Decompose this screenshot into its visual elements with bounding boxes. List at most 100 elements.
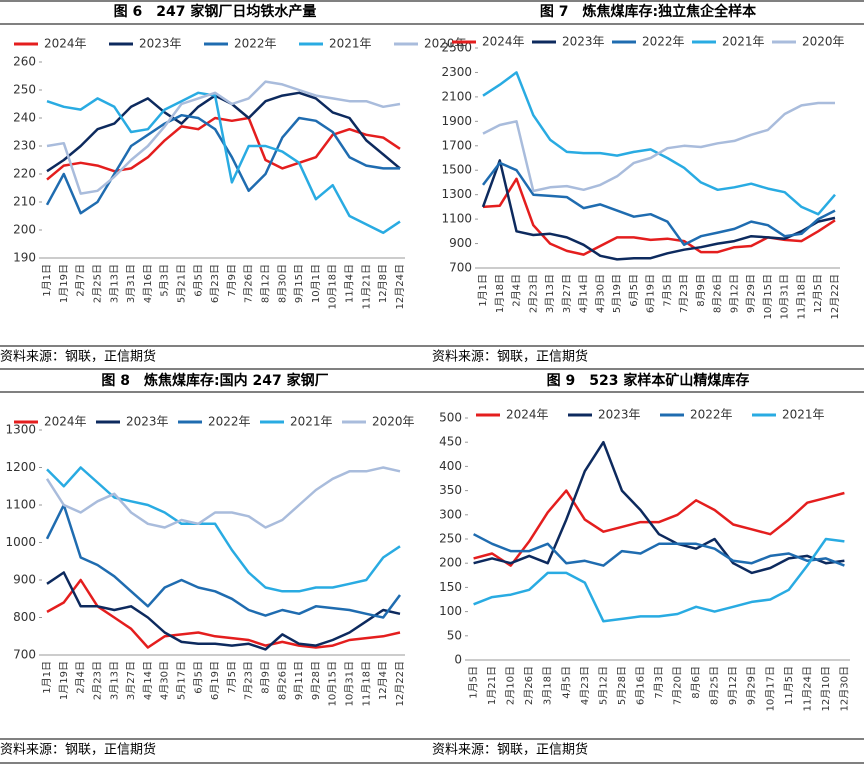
- x-tick-label: 1月1日: [477, 274, 489, 307]
- y-tick-label: 1700: [441, 138, 472, 152]
- series-line: [46, 466, 401, 593]
- y-tick-label: 0: [454, 653, 462, 667]
- legend-label: 2023年: [562, 35, 605, 49]
- legend-label: 2024年: [44, 415, 87, 429]
- x-tick-label: 10月18日: [327, 264, 339, 309]
- x-tick-label: 8月6日: [690, 666, 702, 699]
- y-tick-label: 350: [439, 483, 462, 497]
- x-tick-label: 1月19日: [58, 264, 70, 303]
- x-tick-label: 3月27日: [125, 661, 137, 700]
- series-line: [482, 71, 836, 216]
- y-tick-label: 50: [447, 628, 462, 642]
- x-tick-label: 4月16日: [142, 264, 154, 303]
- x-tick-label: 12月30日: [838, 666, 850, 711]
- x-tick-label: 1月19日: [58, 661, 70, 700]
- series-line: [46, 578, 401, 649]
- legend-label: 2020年: [372, 415, 415, 429]
- x-tick-label: 8月26日: [712, 274, 724, 313]
- x-tick-label: 10月15日: [762, 274, 774, 319]
- x-tick-label: 1月21日: [486, 666, 498, 705]
- x-tick-label: 8月30日: [276, 264, 288, 303]
- x-tick-label: 6月16日: [634, 666, 646, 705]
- series-line: [46, 80, 401, 195]
- x-tick-label: 10月1日: [310, 264, 322, 303]
- x-tick-label: 7月26日: [243, 264, 255, 303]
- x-tick-label: 11月24日: [801, 666, 813, 711]
- legend-label: 2020年: [424, 37, 467, 51]
- x-tick-label: 9月29日: [745, 274, 757, 313]
- source-note: 资料来源：钢联，正信期货: [432, 349, 588, 365]
- x-tick-label: 6月5日: [192, 661, 204, 694]
- x-tick-label: 5月12日: [597, 666, 609, 705]
- x-tick-label: 2月4日: [75, 661, 87, 694]
- y-tick-label: 1500: [441, 163, 472, 177]
- x-tick-label: 6月5日: [628, 274, 640, 307]
- y-tick-label: 300: [439, 507, 462, 521]
- x-tick-label: 12月10日: [820, 666, 832, 711]
- x-tick-label: 4月23日: [579, 666, 591, 705]
- series-line: [45, 466, 401, 529]
- y-tick-label: 200: [439, 556, 462, 570]
- x-tick-label: 10月31日: [344, 661, 356, 706]
- x-tick-label: 11月18日: [795, 274, 807, 319]
- y-tick-label: 190: [13, 251, 36, 265]
- legend-label: 2021年: [329, 37, 372, 51]
- legend-label: 2024年: [482, 35, 525, 49]
- y-tick-label: 230: [13, 139, 36, 153]
- x-tick-label: 6月19日: [645, 274, 657, 313]
- x-tick-label: 12月22日: [394, 661, 406, 706]
- x-tick-label: 4月5日: [560, 666, 572, 699]
- x-tick-label: 3月31日: [125, 264, 137, 303]
- series-line: [473, 489, 845, 567]
- x-tick-label: 9月15日: [293, 264, 305, 303]
- x-tick-label: 9月28日: [310, 661, 322, 700]
- x-tick-label: 5月21日: [175, 264, 187, 303]
- x-tick-label: 11月5日: [783, 666, 795, 705]
- x-tick-label: 5月17日: [175, 661, 187, 700]
- x-tick-label: 8月26日: [276, 661, 288, 700]
- y-tick-label: 150: [439, 580, 462, 594]
- series-line: [481, 159, 836, 261]
- x-tick-label: 8月25日: [709, 666, 721, 705]
- y-tick-label: 450: [439, 435, 462, 449]
- x-tick-label: 3月13日: [544, 274, 556, 313]
- y-tick-label: 1000: [5, 535, 36, 549]
- y-tick-label: 2500: [441, 41, 472, 55]
- y-tick-label: 2100: [441, 89, 472, 103]
- legend-label: 2023年: [126, 415, 169, 429]
- x-tick-label: 8月12日: [260, 264, 272, 303]
- y-tick-label: 1100: [441, 212, 472, 226]
- source-note: 资料来源：钢联，正信期货: [0, 349, 156, 365]
- x-tick-label: 11月4日: [344, 264, 356, 303]
- legend-label: 2022年: [234, 37, 277, 51]
- x-tick-label: 7月20日: [672, 666, 684, 705]
- x-tick-label: 2月25日: [91, 264, 103, 303]
- legend-label: 2022年: [642, 35, 685, 49]
- series-line: [46, 116, 401, 181]
- x-tick-label: 1月1日: [41, 264, 53, 297]
- series-line: [482, 161, 836, 247]
- legend-label: 2021年: [722, 35, 765, 49]
- x-tick-label: 9月12日: [728, 274, 740, 313]
- chart-title: 图 6 247 家钢厂日均铁水产量: [114, 3, 317, 20]
- x-tick-label: 7月5日: [226, 661, 238, 694]
- y-tick-label: 2300: [441, 65, 472, 79]
- legend-label: 2020年: [802, 35, 845, 49]
- x-tick-label: 3月13日: [108, 661, 120, 700]
- x-tick-label: 2月23日: [91, 661, 103, 700]
- series-line: [45, 503, 402, 619]
- series-line: [473, 440, 845, 575]
- y-tick-label: 1300: [5, 423, 36, 437]
- x-tick-label: 5月3日: [159, 264, 171, 297]
- x-tick-label: 8月9日: [260, 661, 272, 694]
- x-tick-label: 4月30日: [594, 274, 606, 313]
- x-tick-label: 9月11日: [293, 661, 305, 700]
- x-tick-label: 12月5日: [812, 274, 824, 313]
- y-tick-label: 1200: [5, 460, 36, 474]
- chart-title: 图 8 炼焦煤库存:国内 247 家钢厂: [101, 372, 328, 389]
- x-tick-label: 4月30日: [159, 661, 171, 700]
- y-tick-label: 700: [449, 261, 472, 275]
- legend-label: 2024年: [506, 408, 549, 422]
- x-tick-label: 7月9日: [226, 264, 238, 297]
